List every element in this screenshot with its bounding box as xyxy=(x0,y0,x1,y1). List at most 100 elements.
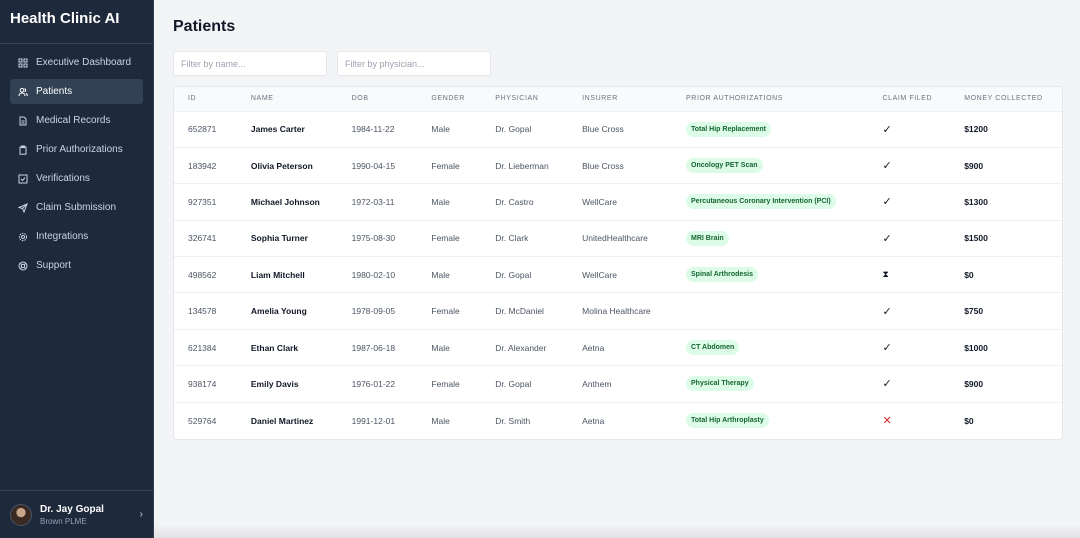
table-row[interactable]: 529764 Daniel Martinez 1991-12-01 Male Dr. S… xyxy=(174,401,1062,439)
cell-dob: 1978-09-05 xyxy=(337,292,418,330)
table-row[interactable]: 938174 Emily Davis 1976-01-22 Female Dr. Gop… xyxy=(174,365,1062,403)
cell-gender: Male xyxy=(417,256,482,293)
cell-insurer: Blue Cross xyxy=(568,110,673,148)
table-row[interactable]: 652871 James Carter 1984-11-22 Male Dr. Gopa… xyxy=(174,110,1062,148)
column-header-insurer[interactable]: INSURER xyxy=(568,87,673,111)
column-header-physician[interactable]: PHYSICIAN xyxy=(481,87,569,111)
user-name: Dr. Jay Gopal xyxy=(40,503,104,515)
sidebar-item-label: Support xyxy=(36,260,72,271)
cell-gender: Male xyxy=(417,401,482,439)
user-profile[interactable]: Dr. Jay Gopal Brown PLME › xyxy=(0,490,153,538)
column-header-prior-authorizations[interactable]: PRIOR AUTHORIZATIONS xyxy=(672,87,869,111)
sidebar-item-patients[interactable]: Patients xyxy=(10,79,143,104)
table-row[interactable]: 134578 Amelia Young 1978-09-05 Female Dr. Mc… xyxy=(174,292,1062,330)
cell-money: $750 xyxy=(950,292,1062,330)
auth-badge: Oncology PET Scan xyxy=(686,158,763,174)
auth-badge: Total Hip Arthroplasty xyxy=(686,413,769,429)
cell-money: $900 xyxy=(950,365,1062,403)
column-header-id[interactable]: ID xyxy=(174,87,237,111)
cell-money: $1200 xyxy=(950,110,1062,148)
sidebar-item-label: Verifications xyxy=(36,173,90,184)
cell-dob: 1984-11-22 xyxy=(337,110,418,148)
cell-claim: ✓ xyxy=(868,292,951,330)
sidebar-item-verifications[interactable]: Verifications xyxy=(10,166,143,191)
table-row[interactable]: 183942 Olivia Peterson 1990-04-15 Female Dr.… xyxy=(174,146,1062,184)
cell-physician: Dr. Alexander xyxy=(481,328,569,366)
cell-id: 498562 xyxy=(174,256,237,293)
sidebar-item-integrations[interactable]: Integrations xyxy=(10,224,143,249)
filter-name-input[interactable] xyxy=(173,51,327,76)
cell-id: 134578 xyxy=(174,292,237,330)
sidebar-item-prior-authorizations[interactable]: Prior Authorizations xyxy=(10,137,143,162)
cell-gender: Female xyxy=(417,219,482,257)
cell-dob: 1980-02-10 xyxy=(337,256,418,293)
cell-dob: 1991-12-01 xyxy=(337,401,418,439)
sidebar-item-label: Claim Submission xyxy=(36,202,117,213)
cell-money: $1000 xyxy=(950,328,1062,366)
cell-auth: CT Abdomen xyxy=(672,328,869,366)
cell-insurer: UnitedHealthcare xyxy=(568,219,673,257)
cell-physician: Dr. Gopal xyxy=(481,365,569,403)
sidebar-nav: Executive Dashboard Patients Medical Recor… xyxy=(0,46,153,490)
filter-physician-input[interactable] xyxy=(337,51,491,76)
cell-name: Daniel Martinez xyxy=(236,401,338,439)
column-header-name[interactable]: NAME xyxy=(236,87,338,111)
avatar xyxy=(10,503,32,526)
cell-insurer: WellCare xyxy=(568,256,673,293)
main-content: Patients IDNAMEDOBGENDERPHYSICIANINSURER… xyxy=(154,0,1080,538)
auth-badge: CT Abdomen xyxy=(686,340,740,356)
cell-id: 183942 xyxy=(174,146,237,184)
cell-claim: ✓ xyxy=(868,183,951,221)
cell-physician: Dr. Lieberman xyxy=(481,146,569,184)
cell-insurer: Aetna xyxy=(568,328,673,366)
cell-money: $1500 xyxy=(950,219,1062,257)
cell-id: 529764 xyxy=(174,401,237,439)
sidebar-item-support[interactable]: Support xyxy=(10,253,143,278)
sidebar-item-claim-submission[interactable]: Claim Submission xyxy=(10,195,143,220)
check-icon: ✓ xyxy=(882,123,892,136)
cell-claim: ✕ xyxy=(868,401,951,439)
cell-name: Michael Johnson xyxy=(236,183,338,221)
bottom-shadow xyxy=(154,524,1080,538)
cell-insurer: Aetna xyxy=(568,401,673,439)
cell-claim: ✓ xyxy=(868,328,951,366)
sidebar-item-label: Executive Dashboard xyxy=(36,57,132,68)
cell-gender: Female xyxy=(417,365,482,403)
sidebar-item-medical-records[interactable]: Medical Records xyxy=(10,108,143,133)
users-icon xyxy=(18,87,28,97)
check-icon: ✓ xyxy=(882,196,892,209)
table-row[interactable]: 498562 Liam Mitchell 1980-02-10 Male Dr. Gop… xyxy=(174,256,1062,293)
lifebuoy-icon xyxy=(18,261,28,271)
chevron-right-icon[interactable]: › xyxy=(139,509,143,520)
cell-money: $900 xyxy=(950,146,1062,184)
cell-auth: Physical Therapy xyxy=(672,365,869,403)
filters xyxy=(173,51,1063,76)
cell-id: 326741 xyxy=(174,219,237,257)
cell-gender: Female xyxy=(417,292,482,330)
cell-dob: 1975-08-30 xyxy=(337,219,418,257)
cell-physician: Dr. Smith xyxy=(481,401,569,439)
auth-badge: Percutaneous Coronary Intervention (PCI) xyxy=(686,194,836,210)
sidebar-item-label: Medical Records xyxy=(36,115,111,126)
app-title: Health Clinic AI xyxy=(0,0,153,44)
cell-physician: Dr. Gopal xyxy=(481,110,569,148)
cell-name: James Carter xyxy=(236,110,338,148)
cell-dob: 1976-01-22 xyxy=(337,365,418,403)
cell-money: $0 xyxy=(950,401,1062,439)
column-header-money-collected[interactable]: MONEY COLLECTED xyxy=(950,87,1062,111)
column-header-claim-filed[interactable]: CLAIM FILED xyxy=(868,87,951,111)
cell-name: Sophia Turner xyxy=(236,219,338,257)
table-row[interactable]: 927351 Michael Johnson 1972-03-11 Male Dr. C… xyxy=(174,183,1062,221)
hourglass-icon: ⧗ xyxy=(882,269,889,280)
gear-icon xyxy=(18,232,28,242)
patients-table-card: ID NAME DOB GENDER PHYSICIAN INSURER PRIOR AUT… xyxy=(173,86,1063,440)
cell-auth: MRI Brain xyxy=(672,219,869,257)
column-header-gender[interactable]: GENDER xyxy=(417,87,482,111)
table-row[interactable]: 326741 Sophia Turner 1975-08-30 Female Dr. C… xyxy=(174,219,1062,257)
column-header-dob[interactable]: DOB xyxy=(337,87,418,111)
table-row[interactable]: 621384 Ethan Clark 1987-06-18 Male Dr. Alexa… xyxy=(174,328,1062,366)
cell-physician: Dr. Gopal xyxy=(481,256,569,293)
cell-gender: Male xyxy=(417,183,482,221)
cell-physician: Dr. Castro xyxy=(481,183,569,221)
sidebar-item-executive-dashboard[interactable]: Executive Dashboard xyxy=(10,50,143,75)
